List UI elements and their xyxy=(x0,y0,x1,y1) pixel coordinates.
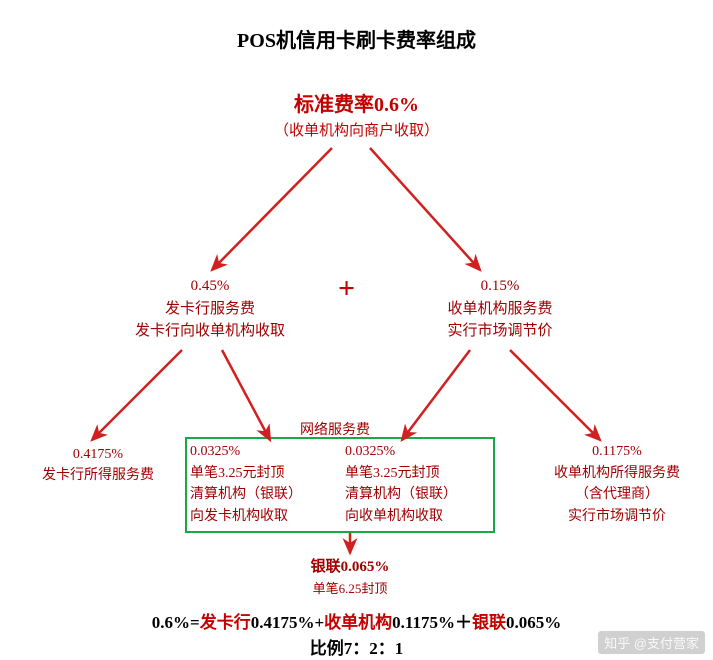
formula-line: 0.6%=发卡行0.4175%+收单机构0.1175%＋银联0.065% xyxy=(0,608,713,633)
rl-l1: 单笔3.25元封顶 xyxy=(345,463,495,485)
leaf-lr: 0.0325% 单笔3.25元封顶 清算机构（银联） 向发卡机构收取 xyxy=(190,441,340,528)
formula-p1: 0.6%= xyxy=(152,613,200,632)
union-line1: 银联0.065% xyxy=(260,556,440,579)
leaf-ll: 0.4175% 发卡行所得服务费 xyxy=(18,444,178,486)
root-rate: 标准费率0.6% xyxy=(0,90,713,120)
rl-rate: 0.0325% xyxy=(345,441,495,463)
left-node: 0.45% 发卡行服务费 发卡行向收单机构收取 xyxy=(100,275,320,343)
lr-l3: 向发卡机构收取 xyxy=(190,506,340,528)
union-node: 银联0.065% 单笔6.25封顶 xyxy=(260,556,440,598)
lr-l2: 清算机构（银联） xyxy=(190,484,340,506)
net-service-label: 网络服务费 xyxy=(300,419,370,439)
union-line2: 单笔6.25封顶 xyxy=(260,579,440,599)
left-rate: 0.45% xyxy=(100,275,320,298)
formula-p3: 0.4175%+ xyxy=(251,613,324,632)
left-line2: 发卡行向收单机构收取 xyxy=(100,320,320,343)
right-line2: 实行市场调节价 xyxy=(400,320,600,343)
rl-l2: 清算机构（银联） xyxy=(345,484,495,506)
root-sub: （收单机构向商户收取） xyxy=(0,120,713,143)
rl-l3: 向收单机构收取 xyxy=(345,506,495,528)
watermark: 知乎 @支付营家 xyxy=(598,631,705,654)
leaf-rl: 0.0325% 单笔3.25元封顶 清算机构（银联） 向收单机构收取 xyxy=(345,441,495,528)
right-rate: 0.15% xyxy=(400,275,600,298)
rr-rate: 0.1175% xyxy=(532,441,702,463)
formula-p6: 银联 xyxy=(472,613,506,632)
lr-rate: 0.0325% xyxy=(190,441,340,463)
plus-sign: + xyxy=(338,272,355,306)
ll-rate: 0.4175% xyxy=(18,444,178,465)
left-line1: 发卡行服务费 xyxy=(100,298,320,321)
leaf-rr: 0.1175% 收单机构所得服务费 （含代理商） 实行市场调节价 xyxy=(532,441,702,528)
page-title: POS机信用卡刷卡费率组成 xyxy=(0,24,713,53)
formula-p7: 0.065% xyxy=(506,613,561,632)
right-line1: 收单机构服务费 xyxy=(400,298,600,321)
formula-p5: 0.1175%＋ xyxy=(392,613,472,632)
rr-l2: （含代理商） xyxy=(532,484,702,506)
rr-l1: 收单机构所得服务费 xyxy=(532,463,702,485)
root-node: 标准费率0.6% （收单机构向商户收取） xyxy=(0,90,713,143)
lr-l1: 单笔3.25元封顶 xyxy=(190,463,340,485)
formula-p4: 收单机构 xyxy=(324,613,392,632)
right-node: 0.15% 收单机构服务费 实行市场调节价 xyxy=(400,275,600,343)
rr-l3: 实行市场调节价 xyxy=(532,506,702,528)
formula-p2: 发卡行 xyxy=(200,613,251,632)
ll-line1: 发卡行所得服务费 xyxy=(18,465,178,486)
